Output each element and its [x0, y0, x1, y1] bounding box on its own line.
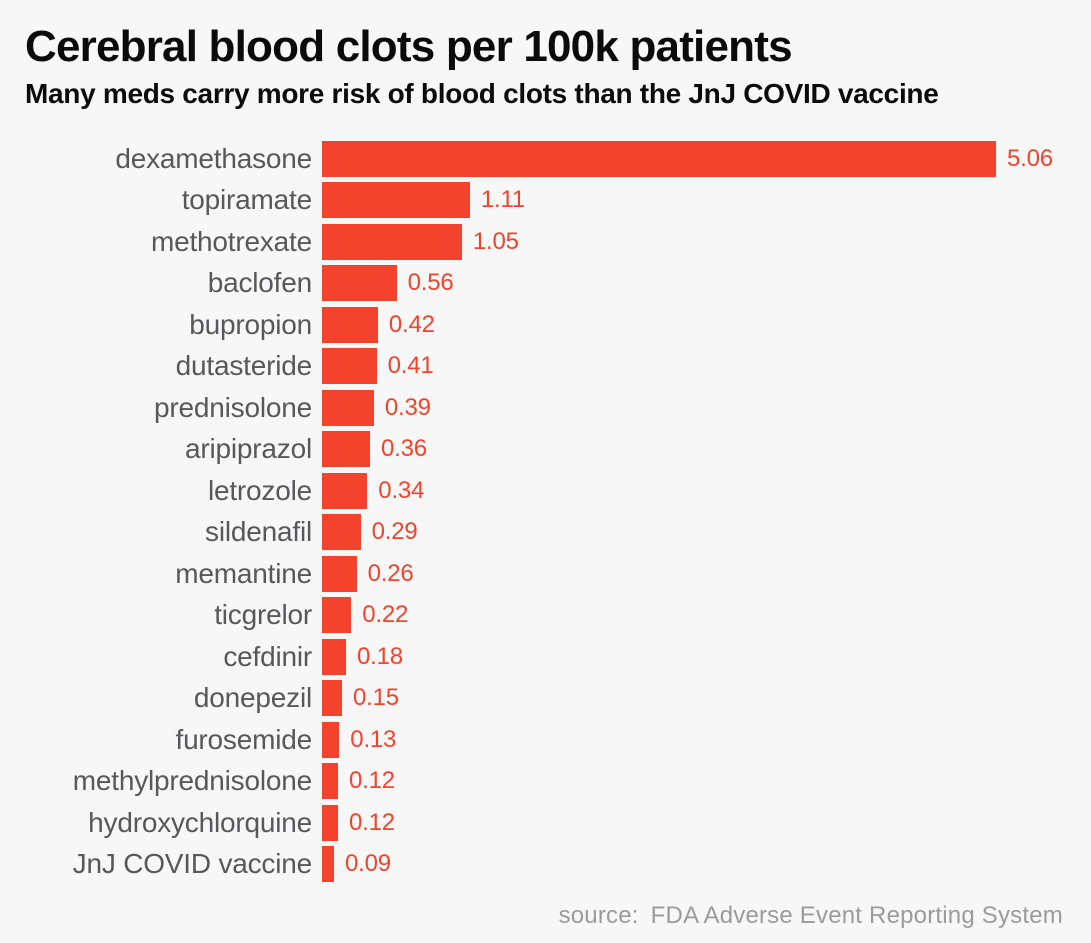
bar-row: ticgrelor 0.22 [0, 597, 1091, 634]
bar-row: letrozole 0.34 [0, 472, 1091, 509]
bar [322, 680, 342, 717]
bar-row: hydroxychlorquine 0.12 [0, 804, 1091, 841]
value-label: 0.56 [407, 269, 454, 297]
bar [322, 389, 374, 426]
bar-row: cefdinir 0.18 [0, 638, 1091, 675]
value-label: 0.42 [388, 310, 435, 338]
bar-row: baclofen 0.56 [0, 265, 1091, 302]
source-text: FDA Adverse Event Reporting System [650, 902, 1063, 929]
category-label: donepezil [193, 682, 312, 714]
bar [322, 431, 370, 468]
bar-row: prednisolone 0.39 [0, 389, 1091, 426]
bar [322, 306, 378, 343]
bar-row: donepezil 0.15 [0, 680, 1091, 717]
bar-row: JnJ COVID vaccine 0.09 [0, 846, 1091, 883]
bar [322, 472, 368, 509]
category-label: baclofen [207, 267, 312, 299]
bar-row: topiramate 1.11 [0, 182, 1091, 219]
category-label: ticgrelor [214, 599, 312, 631]
bar-row: methotrexate 1.05 [0, 223, 1091, 260]
bar [322, 348, 377, 385]
category-label: methotrexate [150, 225, 312, 257]
bar [322, 804, 338, 841]
category-label: dexamethasone [115, 142, 312, 174]
source-label: source: [558, 902, 639, 929]
bar-row: sildenafil 0.29 [0, 514, 1091, 551]
category-label: topiramate [181, 184, 312, 216]
value-label: 0.18 [357, 642, 403, 670]
category-label: dutasteride [175, 350, 313, 382]
bar [322, 223, 462, 260]
category-label: bupropion [189, 308, 312, 340]
value-label: 0.39 [384, 393, 431, 421]
value-label: 1.11 [480, 186, 526, 214]
value-label: 0.22 [362, 601, 409, 629]
bar [322, 514, 361, 551]
value-label: 0.26 [367, 559, 414, 587]
value-label: 0.29 [371, 518, 418, 546]
bar [322, 265, 397, 302]
category-label: sildenafil [205, 516, 312, 548]
chart-subtitle: Many meds carry more risk of blood clots… [25, 78, 939, 110]
category-label: memantine [175, 557, 312, 589]
value-label: 0.41 [387, 352, 434, 380]
value-label: 0.36 [381, 435, 427, 463]
category-label: hydroxychlorquine [88, 806, 312, 838]
value-label: 0.12 [349, 767, 395, 795]
bar [322, 846, 334, 883]
bar [322, 555, 357, 592]
bar [322, 763, 338, 800]
category-label: furosemide [175, 723, 312, 755]
bar [322, 638, 346, 675]
bar-row: aripiprazol 0.36 [0, 431, 1091, 468]
value-label: 0.34 [378, 476, 425, 504]
value-label: 1.05 [472, 227, 519, 255]
bar-row: methylprednisolone 0.12 [0, 763, 1091, 800]
bar-row: memantine 0.26 [0, 555, 1091, 592]
bar [322, 182, 470, 219]
chart-header: Cerebral blood clots per 100k patients M… [0, 0, 1091, 110]
value-label: 0.09 [345, 850, 391, 878]
bar-chart: dexamethasone 5.06 topiramate 1.11 methotrex… [0, 140, 1091, 883]
category-label: cefdinir [223, 640, 312, 672]
bar-row: furosemide 0.13 [0, 721, 1091, 758]
value-label: 0.13 [350, 725, 397, 753]
bar-row: dexamethasone 5.06 [0, 140, 1091, 177]
bar [322, 140, 996, 177]
chart-title: Cerebral blood clots per 100k patients [25, 22, 793, 71]
bar [322, 597, 352, 634]
category-label: prednisolone [154, 391, 312, 423]
source-credit: source: FDA Adverse Event Reporting Syste… [559, 902, 1063, 930]
category-label: aripiprazol [185, 433, 312, 465]
value-label: 0.12 [349, 808, 395, 836]
bar-row: bupropion 0.42 [0, 306, 1091, 343]
bar [322, 721, 340, 758]
bar-row: dutasteride 0.41 [0, 348, 1091, 385]
category-label: JnJ COVID vaccine [72, 848, 313, 880]
value-label: 0.15 [353, 684, 399, 712]
value-label: 5.06 [1007, 144, 1053, 172]
category-label: letrozole [207, 474, 312, 506]
category-label: methylprednisolone [72, 765, 312, 797]
